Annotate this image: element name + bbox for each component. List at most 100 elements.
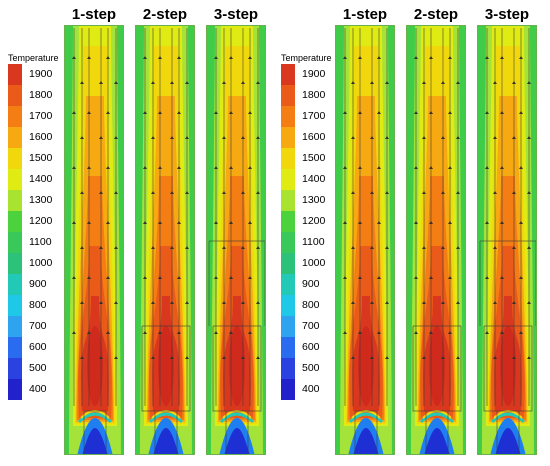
legend-swatch — [8, 337, 22, 358]
column-label: 3-step — [213, 6, 259, 23]
legend-swatch — [281, 316, 295, 337]
legend-row: 1100 — [8, 232, 68, 253]
legend-tick-label: 1400 — [302, 173, 326, 185]
legend-row: 1500 — [8, 148, 68, 169]
legend-scale: 1900 1800 1700 1600 1500 1400 1300 1200 1100 1000… — [8, 64, 68, 400]
legend-row: 800 — [8, 295, 68, 316]
legend-row: 1700 — [281, 106, 341, 127]
legend-tick-label: 1300 — [302, 194, 326, 206]
temperature-contour-plot — [335, 25, 395, 455]
legend-tick-label: 1600 — [29, 131, 53, 143]
legend-swatch — [281, 64, 295, 85]
legend-tick-label: 900 — [302, 278, 320, 290]
legend-row: 1400 — [8, 169, 68, 190]
legend-swatch — [8, 127, 22, 148]
legend-tick-label: 900 — [29, 278, 47, 290]
legend-tick-label: 600 — [29, 341, 47, 353]
legend-swatch — [281, 148, 295, 169]
legend-swatch — [281, 379, 295, 400]
column-label: 2-step — [142, 6, 188, 23]
legend-tick-label: 1100 — [302, 236, 325, 248]
column-label: 1-step — [342, 6, 388, 23]
legend-tick-label: 500 — [302, 362, 320, 374]
legend-row: 1800 — [281, 85, 341, 106]
temperature-contour-plot — [64, 25, 124, 455]
legend-tick-label: 500 — [29, 362, 47, 374]
legend-row: 600 — [8, 337, 68, 358]
legend-title: Temperature — [281, 53, 332, 63]
legend-swatch — [281, 253, 295, 274]
legend-title: Temperature — [8, 53, 59, 63]
legend-swatch — [8, 106, 22, 127]
legend-row: 1800 — [8, 85, 68, 106]
legend-row: 600 — [281, 337, 341, 358]
legend-swatch — [281, 358, 295, 379]
legend-row: 500 — [8, 358, 68, 379]
legend-row: 1700 — [8, 106, 68, 127]
contour-svg — [407, 26, 465, 454]
legend-row: 1300 — [281, 190, 341, 211]
column-1-step: 1-step — [335, 0, 395, 466]
legend-row: 1300 — [8, 190, 68, 211]
legend-swatch — [8, 211, 22, 232]
legend-swatch — [8, 85, 22, 106]
contour-svg — [336, 26, 394, 454]
legend-tick-label: 600 — [302, 341, 320, 353]
legend-tick-label: 1100 — [29, 236, 52, 248]
contour-svg — [65, 26, 123, 454]
contour-group-left: Temperature 1900 1800 1700 1600 1500 1400 1300… — [8, 0, 266, 466]
legend-row: 700 — [281, 316, 341, 337]
legend-tick-label: 1900 — [302, 68, 326, 80]
legend-tick-label: 1900 — [29, 68, 53, 80]
column-label: 3-step — [484, 6, 530, 23]
temperature-contour-plot — [406, 25, 466, 455]
column-2-step: 2-step — [406, 0, 466, 466]
legend-swatch — [281, 85, 295, 106]
legend-swatch — [281, 190, 295, 211]
legend-tick-label: 400 — [29, 383, 47, 395]
legend-swatch — [8, 379, 22, 400]
legend-tick-label: 1000 — [29, 257, 53, 269]
legend-swatch — [281, 169, 295, 190]
legend-tick-label: 1000 — [302, 257, 326, 269]
legend-tick-label: 700 — [29, 320, 47, 332]
column-3-step: 3-step — [477, 0, 537, 466]
legend-row: 900 — [8, 274, 68, 295]
legend-row: 1900 — [281, 64, 341, 85]
legend-row: 1600 — [8, 127, 68, 148]
legend-tick-label: 1700 — [302, 110, 326, 122]
temperature-contour-plot — [135, 25, 195, 455]
contour-group-right: Temperature 1900 1800 1700 1600 1500 1400 1300… — [275, 0, 550, 466]
contour-svg — [478, 26, 536, 454]
column-3-step: 3-step — [206, 0, 266, 466]
legend-row: 500 — [281, 358, 341, 379]
legend-swatch — [281, 232, 295, 253]
legend-tick-label: 1200 — [29, 215, 53, 227]
legend-row: 700 — [8, 316, 68, 337]
legend-row: 400 — [281, 379, 341, 400]
legend-tick-label: 1500 — [29, 152, 53, 164]
legend-swatch — [8, 148, 22, 169]
legend-tick-label: 800 — [29, 299, 47, 311]
legend-row: 900 — [281, 274, 341, 295]
legend-swatch — [8, 316, 22, 337]
legend-row: 1500 — [281, 148, 341, 169]
column-label: 2-step — [413, 6, 459, 23]
legend-tick-label: 1800 — [302, 89, 326, 101]
legend-swatch — [281, 106, 295, 127]
legend-row: 1100 — [281, 232, 341, 253]
legend-tick-label: 1400 — [29, 173, 53, 185]
column-2-step: 2-step — [135, 0, 195, 466]
legend-swatch — [8, 295, 22, 316]
legend-tick-label: 1300 — [29, 194, 53, 206]
legend-tick-label: 800 — [302, 299, 320, 311]
legend-swatch — [281, 295, 295, 316]
legend-row: 1600 — [281, 127, 341, 148]
legend-swatch — [8, 169, 22, 190]
legend-tick-label: 1500 — [302, 152, 326, 164]
legend-scale: 1900 1800 1700 1600 1500 1400 1300 1200 1100 1000… — [281, 64, 341, 400]
column-1-step: 1-step — [64, 0, 124, 466]
temperature-legend-right: Temperature 1900 1800 1700 1600 1500 1400 1300… — [281, 52, 341, 400]
legend-swatch — [281, 127, 295, 148]
legend-tick-label: 1800 — [29, 89, 53, 101]
